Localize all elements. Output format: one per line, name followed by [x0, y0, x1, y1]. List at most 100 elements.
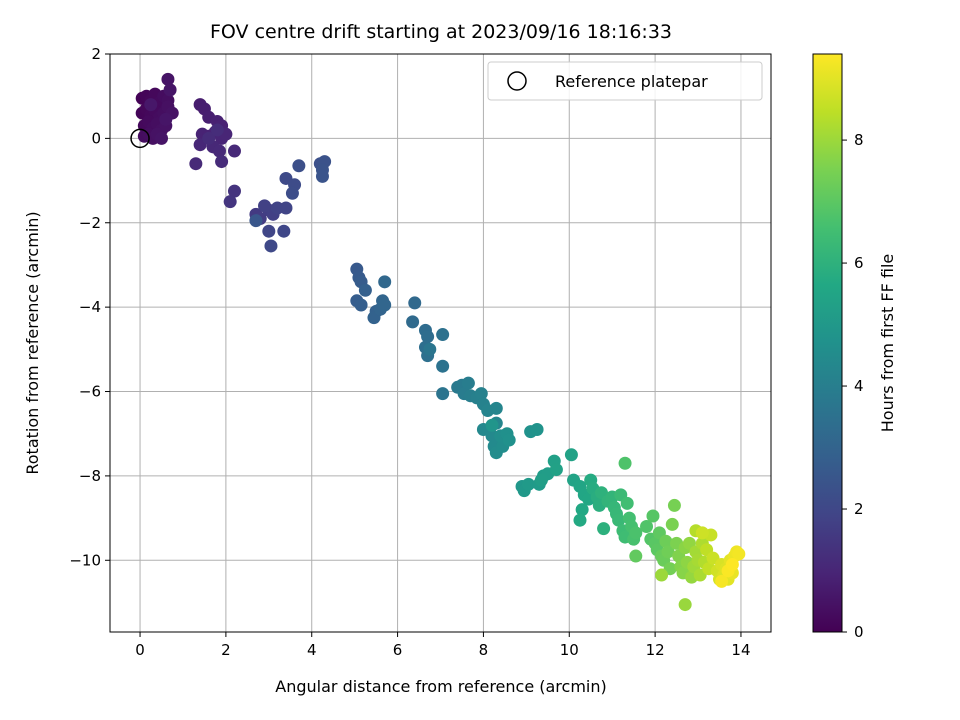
data-point [378, 298, 392, 312]
x-axis-label: Angular distance from reference (arcmin) [275, 677, 606, 696]
data-point [421, 330, 435, 344]
data-point [159, 112, 173, 126]
data-point [489, 401, 503, 415]
data-point [564, 448, 578, 462]
data-point [612, 513, 626, 527]
data-point [315, 169, 329, 183]
colorbar-tick-label: 2 [854, 500, 864, 518]
data-point [620, 496, 634, 510]
plot-frame [109, 53, 772, 633]
y-tick-label: 0 [91, 129, 101, 147]
data-point [534, 473, 548, 487]
colorbar-gradient [812, 53, 843, 633]
data-point [667, 498, 681, 512]
data-point [549, 463, 563, 477]
legend: Reference platepar [487, 61, 763, 101]
x-tick-label: 12 [646, 641, 665, 659]
y-tick-label: −4 [79, 298, 101, 316]
y-axis-ticks: 2 0 −2 −4 −6 −8 −10 [69, 45, 110, 569]
data-point [629, 549, 643, 563]
data-point [262, 224, 276, 238]
data-point [461, 376, 475, 390]
x-tick-label: 14 [731, 641, 750, 659]
data-point [521, 477, 535, 491]
data-point [597, 522, 611, 536]
chart-title: FOV centre drift starting at 2023/09/16 … [210, 21, 672, 43]
data-point [655, 568, 669, 582]
colorbar-tick-label: 4 [854, 377, 864, 395]
data-point [474, 387, 488, 401]
reference-platepar-marker [130, 128, 150, 149]
y-axis-label: Rotation from reference (arcmin) [23, 211, 42, 474]
legend-box [487, 61, 763, 101]
data-point [358, 283, 372, 297]
data-point [189, 157, 203, 171]
y-tick-label: 2 [91, 45, 101, 63]
x-tick-label: 2 [221, 641, 231, 659]
data-point [629, 526, 643, 540]
x-tick-label: 10 [560, 641, 579, 659]
y-tick-label: −10 [69, 551, 101, 569]
data-point [249, 214, 263, 228]
data-point [732, 547, 746, 561]
legend-entry-label: Reference platepar [555, 72, 708, 91]
data-point [277, 224, 291, 238]
data-point [378, 275, 392, 289]
data-point [485, 418, 499, 432]
y-tick-label: −2 [79, 214, 101, 232]
data-point [354, 298, 368, 312]
data-point [279, 201, 293, 215]
data-point [408, 296, 422, 310]
data-point [155, 131, 169, 145]
x-tick-label: 4 [307, 641, 317, 659]
data-point [436, 387, 450, 401]
data-point [227, 144, 241, 158]
data-point [436, 328, 450, 342]
data-point [258, 199, 272, 213]
data-point [144, 98, 158, 112]
data-points [130, 72, 746, 612]
x-tick-label: 6 [393, 641, 403, 659]
legend-marker [507, 71, 527, 91]
data-point [659, 534, 673, 548]
data-point [227, 184, 241, 198]
y-tick-label: −6 [79, 383, 101, 401]
x-tick-label: 8 [479, 641, 489, 659]
data-point [292, 159, 306, 173]
data-point [646, 509, 660, 523]
colorbar-tick-label: 0 [854, 623, 864, 641]
data-point [661, 545, 675, 559]
data-point [640, 520, 654, 534]
data-point [725, 557, 739, 571]
data-point [406, 315, 420, 329]
data-point [530, 422, 544, 436]
colorbar-tick-label: 8 [854, 131, 864, 149]
colorbar-tick-label: 6 [854, 254, 864, 272]
data-point [695, 526, 709, 540]
data-point [715, 574, 729, 588]
data-point [618, 456, 632, 470]
data-point [573, 513, 587, 527]
colorbar: 0 2 4 6 8 Hours from first FF file [812, 53, 897, 641]
colorbar-ticks: 0 2 4 6 8 [842, 131, 864, 641]
colorbar-label: Hours from first FF file [878, 254, 897, 433]
data-point [163, 83, 177, 97]
data-point [665, 517, 679, 531]
y-tick-label: −8 [79, 467, 101, 485]
data-point [223, 195, 237, 209]
data-point [210, 123, 224, 137]
data-point [575, 503, 589, 517]
data-point [212, 144, 226, 158]
data-point [202, 131, 216, 145]
data-point [264, 239, 278, 253]
data-point [215, 155, 229, 169]
data-point [502, 433, 516, 447]
x-axis-ticks: 0 2 4 6 8 10 12 14 [135, 632, 751, 659]
data-point [161, 72, 175, 86]
data-point [436, 359, 450, 373]
data-point [285, 186, 299, 200]
x-tick-label: 0 [135, 641, 145, 659]
data-point [423, 342, 437, 356]
data-point [678, 598, 692, 612]
